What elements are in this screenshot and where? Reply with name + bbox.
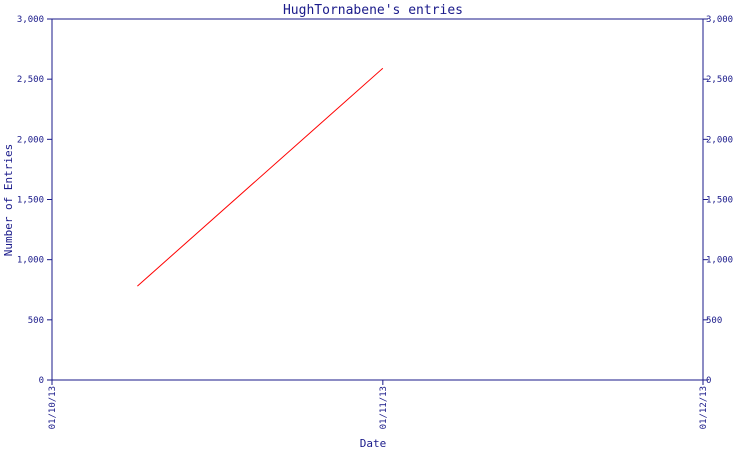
y-tick-label-right: 0 (706, 376, 711, 386)
y-tick-label-right: 500 (706, 316, 722, 326)
x-tick-label: 01/12/13 (699, 386, 709, 429)
x-tick-label: 01/10/13 (48, 386, 58, 429)
series-layer (137, 67, 384, 287)
y-tick-label-left: 500 (28, 316, 44, 326)
y-tick-label-right: 2,500 (706, 75, 733, 85)
x-tick-label: 01/11/13 (379, 386, 389, 429)
x-axis-label: Date (360, 437, 387, 450)
y-tick-label-left: 3,000 (17, 15, 44, 25)
y-tick-label-left: 2,500 (17, 75, 44, 85)
y-tick-label-left: 1,000 (17, 256, 44, 266)
y-tick-label-right: 2,000 (706, 135, 733, 145)
series-line (137, 67, 384, 287)
y-tick-label-left: 2,000 (17, 135, 44, 145)
y-axis-left: 0 500 1,000 1,500 2,000 2,500 3,000 (17, 15, 52, 386)
x-axis: 01/10/13 01/11/13 01/12/13 (48, 380, 709, 429)
y-tick-label-right: 1,500 (706, 196, 733, 206)
y-tick-label-right: 3,000 (706, 15, 733, 25)
y-tick-label-right: 1,000 (706, 256, 733, 266)
y-tick-label-left: 1,500 (17, 196, 44, 206)
y-axis-label: Number of Entries (2, 144, 15, 257)
chart-title: HughTornabene's entries (283, 3, 463, 18)
y-axis-right: 0 500 1,000 1,500 2,000 2,500 3,000 (703, 15, 733, 386)
y-tick-label-left: 0 (39, 376, 44, 386)
